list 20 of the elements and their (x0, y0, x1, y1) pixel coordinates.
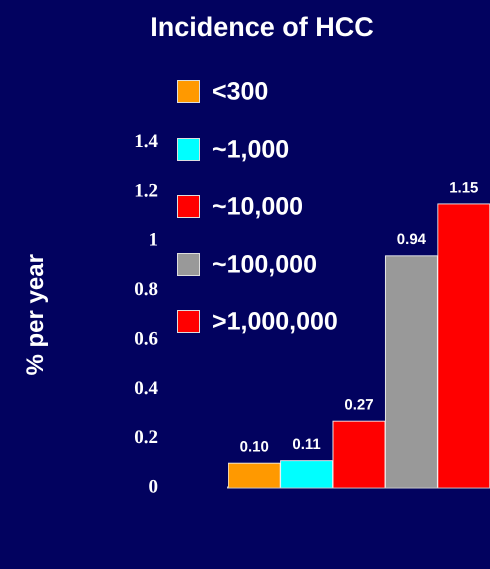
legend-label: ~100,000 (212, 250, 317, 279)
y-axis-title: % per year (22, 254, 50, 376)
y-tick-label: 1 (148, 230, 158, 251)
data-label: 0.11 (292, 436, 321, 454)
y-tick-label: 1.4 (134, 130, 158, 152)
legend-label: >1,000,000 (212, 308, 338, 336)
legend-label: ~1,000 (212, 135, 290, 164)
y-tick-label: 0.4 (134, 378, 158, 399)
data-label: 0.10 (240, 438, 269, 456)
data-label: 1.15 (449, 179, 478, 196)
data-label: 0.94 (396, 231, 427, 248)
y-tick-label: 1.2 (134, 180, 158, 202)
legend-label: ~10,000 (212, 192, 304, 222)
data-label: 0.27 (344, 396, 374, 414)
y-tick-label: 0.8 (134, 279, 158, 300)
legend-label: <300 (212, 78, 268, 106)
y-tick-label: 0.6 (134, 328, 158, 350)
y-tick-label: 0 (148, 476, 158, 498)
y-tick-label: 0.2 (134, 427, 158, 448)
chart-title: Incidence of HCC (150, 12, 374, 43)
